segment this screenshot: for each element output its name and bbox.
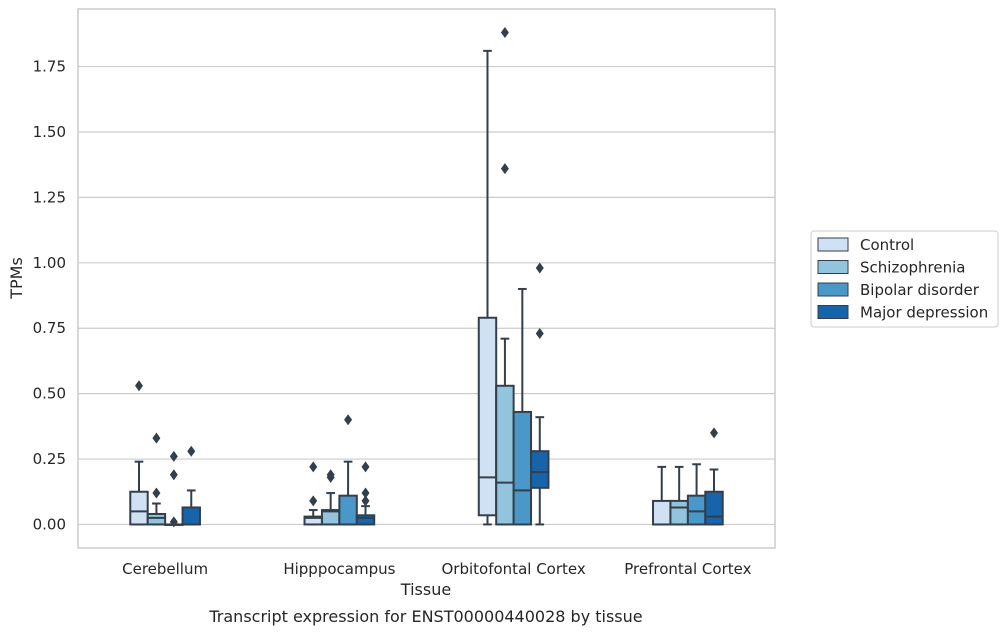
iqr-box xyxy=(338,494,358,526)
x-tick-label: Hipppocampus xyxy=(283,560,395,578)
outlier-point xyxy=(134,380,143,392)
y-tick-label: 0.25 xyxy=(33,450,66,468)
box-bipolar-disorder xyxy=(512,287,533,526)
outlier-point xyxy=(361,487,370,499)
legend-entry: Control xyxy=(817,236,914,254)
legend-entry: Bipolar disorder xyxy=(817,281,980,299)
y-tick-labels: 0.00 0.25 0.50 0.75 1.00 1.25 1.50 1.75 xyxy=(33,58,66,534)
box-bipolar-disorder xyxy=(686,463,707,526)
plot-frame xyxy=(77,8,776,549)
outlier-point xyxy=(326,469,335,481)
legend-swatch xyxy=(817,237,849,252)
gridlines xyxy=(78,65,775,526)
outlier-point xyxy=(309,495,318,507)
outlier-point xyxy=(309,461,318,473)
outlier-point xyxy=(169,469,178,481)
box-control xyxy=(303,461,323,526)
legend-entry: Schizophrenia xyxy=(817,259,965,277)
legend-frame xyxy=(810,230,999,328)
box-schizophrenia xyxy=(669,465,689,526)
y-tick-label: 1.00 xyxy=(33,254,66,272)
box-major-depression xyxy=(704,427,724,526)
y-tick-label: 1.50 xyxy=(33,123,66,141)
outlier-point xyxy=(710,427,719,439)
outlier-point xyxy=(344,414,353,426)
box-major-depression xyxy=(181,445,201,526)
y-axis-title: TPMs xyxy=(7,257,26,300)
box-control xyxy=(652,465,672,526)
iqr-box xyxy=(704,490,724,526)
legend-label: Bipolar disorder xyxy=(860,281,980,299)
iqr-box xyxy=(512,410,533,526)
plot-boxes xyxy=(129,27,724,528)
outlier-point xyxy=(535,262,544,274)
outlier-point xyxy=(169,450,178,462)
box-control xyxy=(477,49,498,526)
outlier-point xyxy=(169,516,178,528)
legend-swatch xyxy=(817,260,849,274)
y-tick-label: 0.00 xyxy=(33,515,66,533)
y-tick-label: 0.50 xyxy=(33,385,66,403)
axes-frame xyxy=(77,8,776,549)
iqr-box xyxy=(129,490,149,526)
iqr-box xyxy=(686,494,707,526)
box-schizophrenia xyxy=(320,469,341,526)
legend-swatch xyxy=(817,282,849,297)
legend: Control Schizophrenia Bipolar disorder Majo… xyxy=(810,230,999,328)
legend-label: Major depression xyxy=(860,304,988,322)
box-major-depression xyxy=(355,461,376,526)
outlier-point xyxy=(361,461,370,473)
box-schizophrenia xyxy=(495,27,515,526)
iqr-box xyxy=(355,514,376,526)
iqr-box xyxy=(146,512,167,526)
outlier-point xyxy=(152,487,161,499)
iqr-box xyxy=(495,384,515,526)
box-schizophrenia xyxy=(146,432,167,526)
y-tick-label: 0.75 xyxy=(33,319,66,337)
outlier-point xyxy=(535,327,544,339)
box-major-depression xyxy=(530,262,550,526)
box-bipolar-disorder xyxy=(164,450,184,528)
iqr-box xyxy=(652,499,672,526)
iqr-box xyxy=(530,450,550,489)
x-tick-label: Cerebellum xyxy=(122,560,208,578)
x-tick-labels: Cerebellum Hipppocampus Orbitofontal Corte… xyxy=(122,560,751,578)
iqr-box xyxy=(181,506,201,526)
legend-label: Control xyxy=(860,236,914,254)
x-tick-label: Orbitofontal Cortex xyxy=(442,560,586,578)
iqr-box xyxy=(669,499,689,526)
x-axis-title: Tissue xyxy=(400,580,451,599)
outlier-point xyxy=(500,27,509,39)
box-bipolar-disorder xyxy=(338,414,358,526)
legend-entry: Major depression xyxy=(817,304,988,322)
iqr-box xyxy=(477,316,498,517)
outlier-point xyxy=(152,432,161,444)
x-tick-label: Prefrontal Cortex xyxy=(624,560,751,578)
box-control xyxy=(129,380,149,526)
chart-caption: Transcript expression for ENST0000044002… xyxy=(208,607,642,626)
y-tick-label: 1.75 xyxy=(33,58,66,76)
outlier-point xyxy=(361,495,370,507)
outlier-point xyxy=(500,163,509,175)
legend-swatch xyxy=(817,305,849,319)
outlier-point xyxy=(187,445,196,457)
y-tick-label: 1.25 xyxy=(33,188,66,206)
legend-label: Schizophrenia xyxy=(860,259,965,277)
